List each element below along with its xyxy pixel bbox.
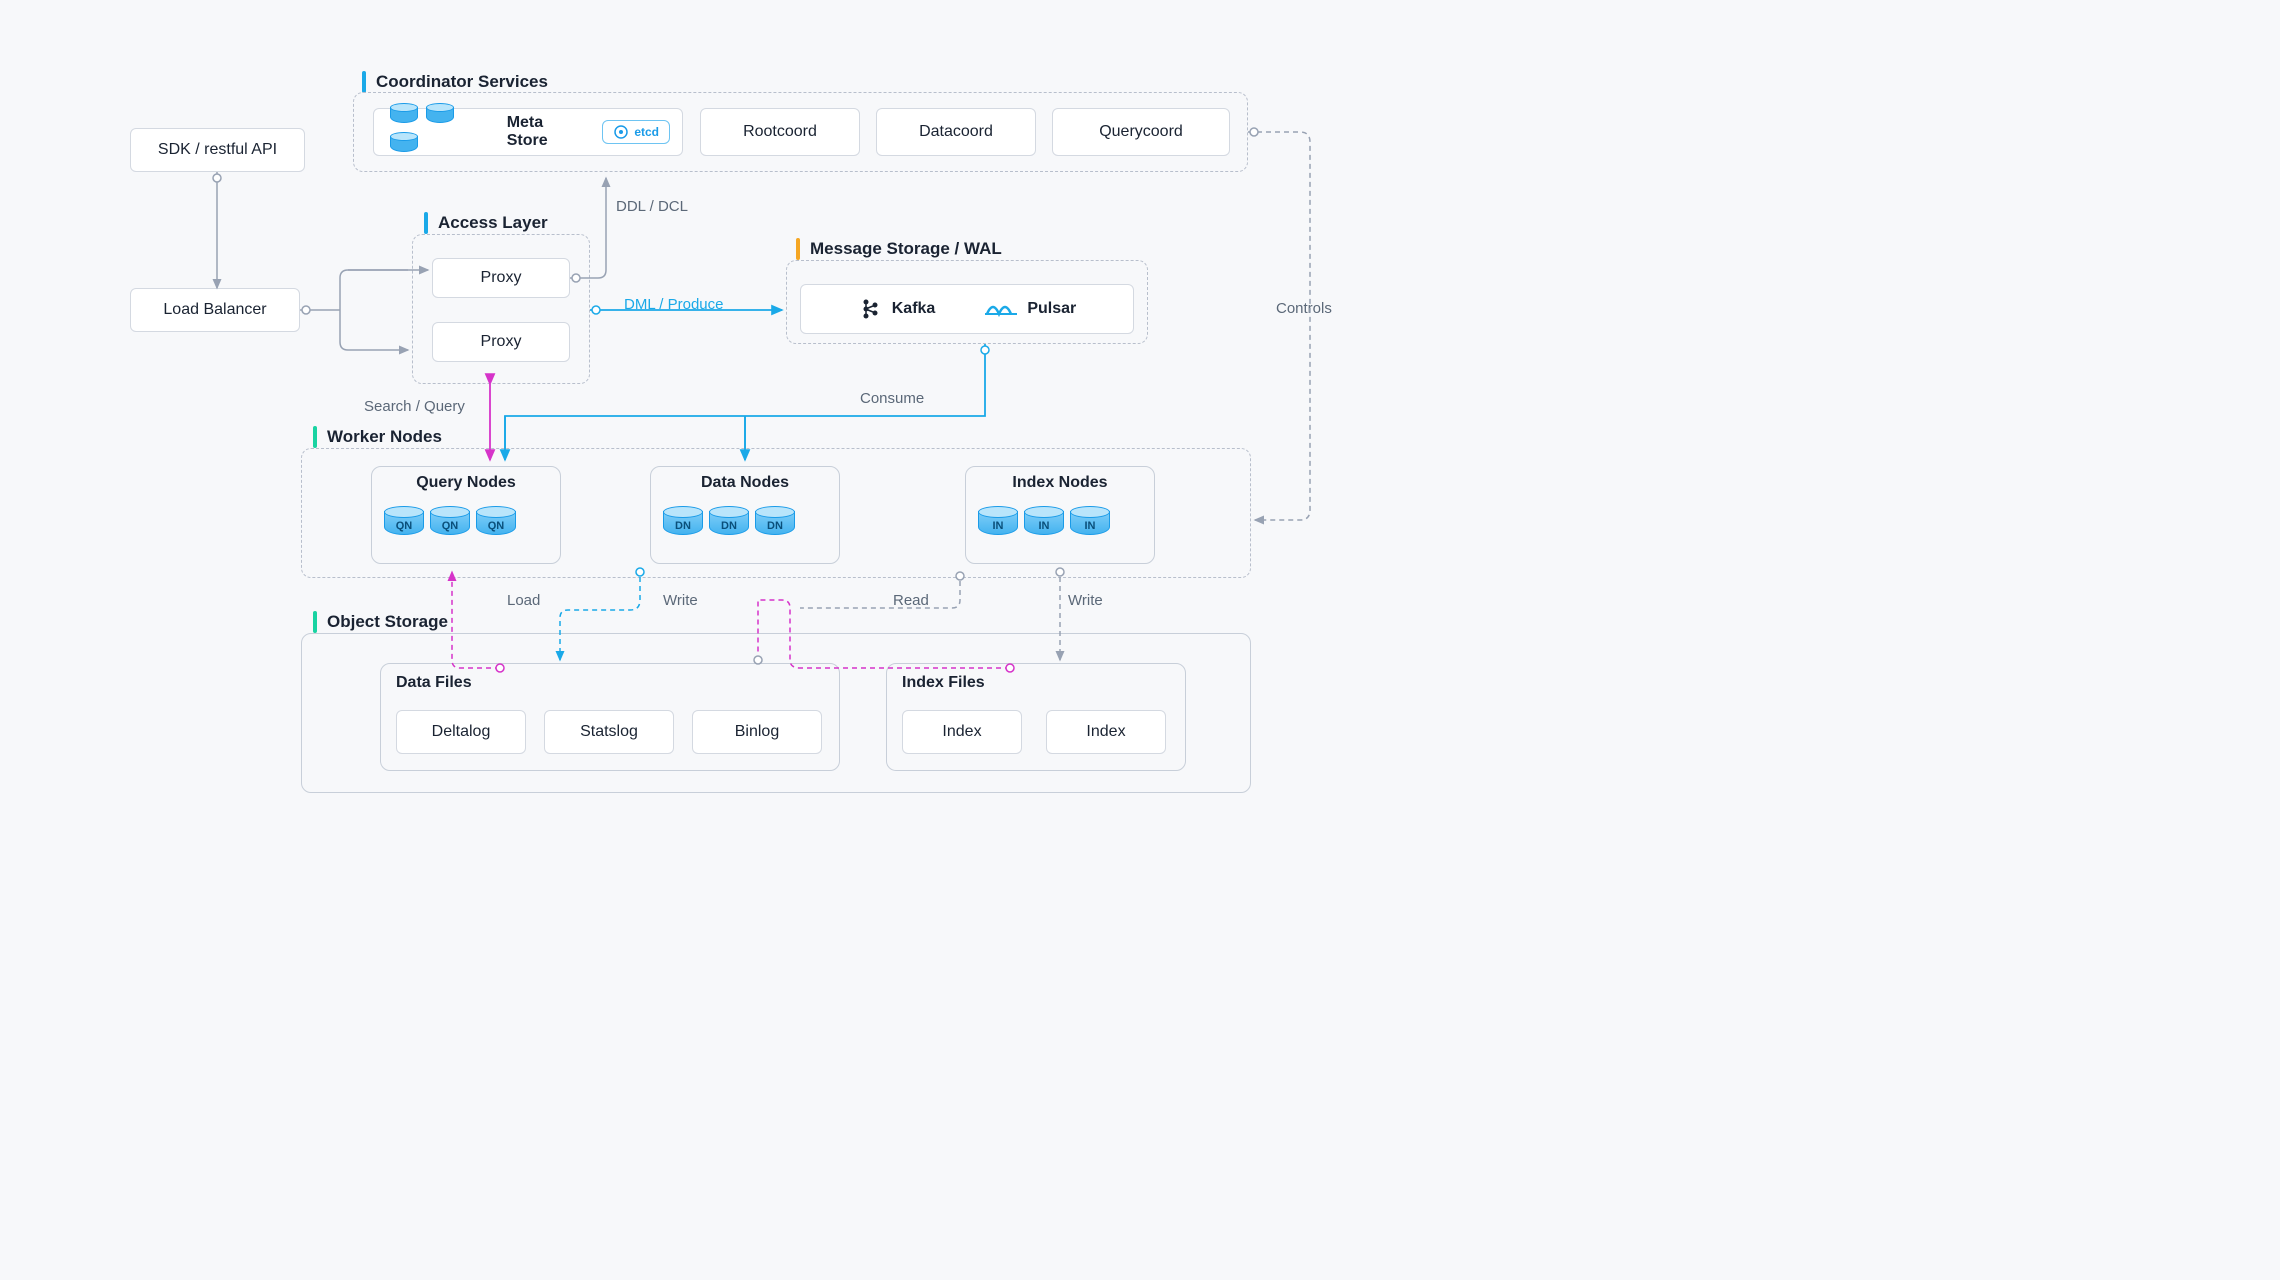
proxy2-box: Proxy: [432, 322, 570, 362]
write2-label: Write: [1064, 592, 1107, 609]
controls-label: Controls: [1272, 300, 1336, 317]
statslog-box: Statslog: [544, 710, 674, 754]
query-nodes-cylinders: QN QN QN: [381, 506, 519, 540]
meta-cylinders-icon: [388, 103, 493, 161]
sdk-box: SDK / restful API: [130, 128, 305, 172]
write1-label: Write: [659, 592, 702, 609]
sdk-label: SDK / restful API: [158, 141, 277, 159]
message-title: Message Storage / WAL: [790, 238, 1008, 260]
coordinator-title: Coordinator Services: [356, 71, 554, 93]
query-nodes-title: Query Nodes: [371, 474, 561, 492]
pulsar-label: Pulsar: [1027, 300, 1076, 318]
read-label: Read: [889, 592, 933, 609]
dml-label: DML / Produce: [620, 296, 728, 313]
meta-store-box: Meta Store etcd: [373, 108, 683, 156]
deltalog-box: Deltalog: [396, 710, 526, 754]
proxy1-box: Proxy: [432, 258, 570, 298]
worker-title: Worker Nodes: [307, 426, 448, 448]
kafka-label: Kafka: [892, 300, 936, 318]
access-title: Access Layer: [418, 212, 554, 234]
message-box: Kafka Pulsar: [800, 284, 1134, 334]
load-label: Load: [503, 592, 544, 609]
data-nodes-title: Data Nodes: [650, 474, 840, 492]
data-files-title: Data Files: [396, 674, 472, 692]
index-nodes-cylinders: IN IN IN: [975, 506, 1113, 540]
etcd-icon: [613, 124, 629, 140]
object-title: Object Storage: [307, 611, 454, 633]
load-balancer-box: Load Balancer: [130, 288, 300, 332]
ddl-label: DDL / DCL: [612, 198, 692, 215]
etcd-badge: etcd: [602, 120, 670, 144]
consume-label: Consume: [856, 390, 928, 407]
index-nodes-title: Index Nodes: [965, 474, 1155, 492]
lb-label: Load Balancer: [163, 301, 266, 319]
index2-box: Index: [1046, 710, 1166, 754]
index-files-title: Index Files: [902, 674, 985, 692]
pulsar-icon: [985, 298, 1017, 320]
search-label: Search / Query: [360, 398, 469, 415]
meta-store-label: Meta Store: [507, 114, 589, 150]
binlog-box: Binlog: [692, 710, 822, 754]
data-nodes-cylinders: DN DN DN: [660, 506, 798, 540]
index1-box: Index: [902, 710, 1022, 754]
kafka-icon: [858, 297, 882, 321]
rootcoord-box: Rootcoord: [700, 108, 860, 156]
architecture-diagram: SDK / restful API Load Balancer Coordina…: [0, 0, 1520, 853]
datacoord-box: Datacoord: [876, 108, 1036, 156]
querycoord-box: Querycoord: [1052, 108, 1230, 156]
